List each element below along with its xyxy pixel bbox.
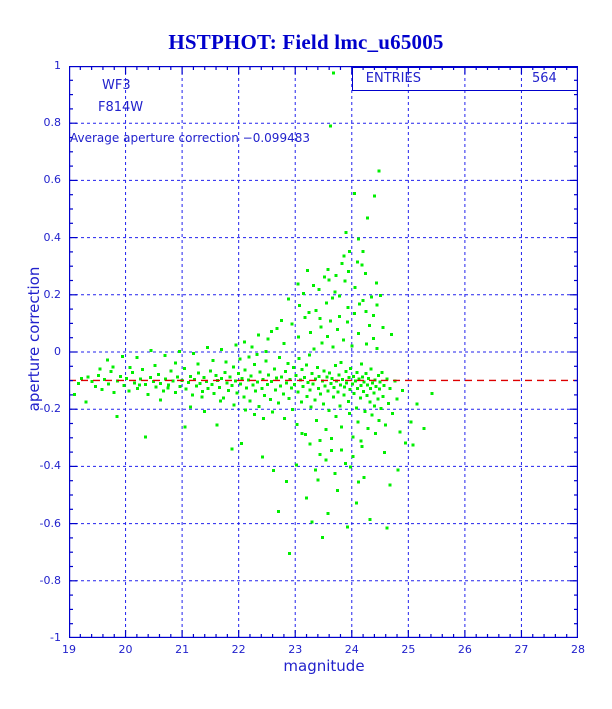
detector-label: WF3 xyxy=(102,78,131,93)
y-tick-label: 1 xyxy=(54,59,61,72)
average-correction-label: Average aperture correction −0.099483 xyxy=(70,131,310,145)
y-tick-label: -0.6 xyxy=(39,516,61,530)
x-tick-label: 20 xyxy=(118,643,133,656)
scatter-series xyxy=(73,71,434,556)
y-tick-label: 0.4 xyxy=(43,230,62,244)
entries-value: 564 xyxy=(532,71,557,86)
x-tick-label: 22 xyxy=(231,643,246,656)
y-tick-label: -0.2 xyxy=(39,402,61,416)
plot-svg xyxy=(69,66,578,638)
x-tick-label: 25 xyxy=(401,643,416,656)
x-tick-label: 24 xyxy=(344,643,359,656)
x-tick-label: 21 xyxy=(175,643,190,656)
y-tick-label: 0.2 xyxy=(43,287,62,301)
entries-label: ENTRIES xyxy=(365,71,421,86)
entries-box xyxy=(351,67,578,91)
filter-label: F814W xyxy=(98,100,144,115)
y-tick-label: -0.4 xyxy=(39,459,61,473)
x-tick-label: 23 xyxy=(288,643,303,656)
page-title: HSTPHOT: Field lmc_u65005 xyxy=(168,30,444,54)
y-axis-label: aperture correction xyxy=(25,266,43,412)
x-tick-label: 28 xyxy=(571,643,585,656)
plot-area xyxy=(69,66,578,638)
y-tick-label: 0.6 xyxy=(43,173,62,187)
y-tick-label: -1 xyxy=(50,631,61,644)
x-tick-label: 19 xyxy=(62,643,76,656)
x-tick-label: 26 xyxy=(457,643,472,656)
y-tick-label: 0 xyxy=(54,345,61,358)
axis-ticks xyxy=(69,66,578,638)
x-tick-label: 27 xyxy=(514,643,529,656)
y-tick-label: 0.8 xyxy=(43,116,62,130)
x-axis-label: magnitude xyxy=(283,657,365,675)
y-tick-label: -0.8 xyxy=(39,573,61,587)
